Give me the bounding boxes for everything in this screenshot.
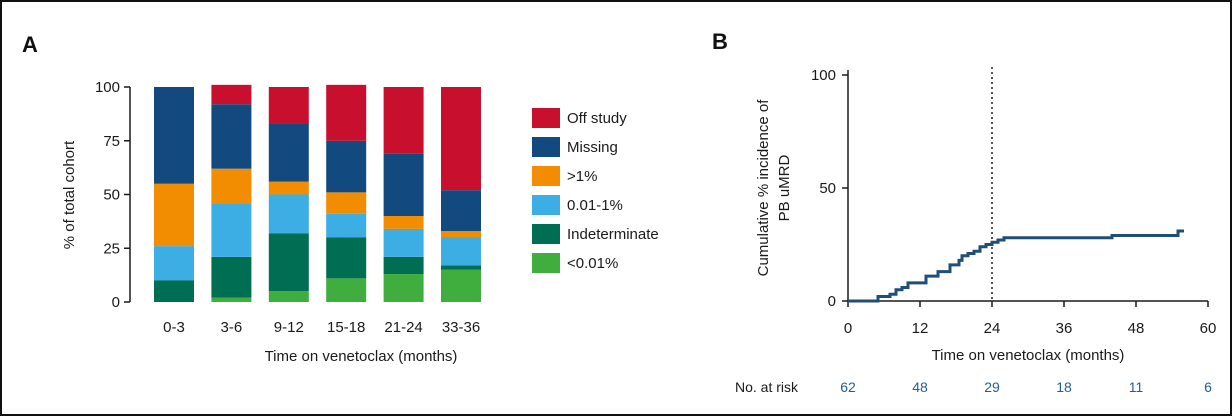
y-tick-label: 0 <box>828 293 836 310</box>
x-tick-label: 3-6 <box>221 319 243 336</box>
x-tick-label: 12 <box>912 320 929 337</box>
bar-stack-21-24 <box>383 87 424 302</box>
bar-segment <box>211 168 252 204</box>
bar-segment <box>211 203 252 257</box>
bar-segment <box>154 183 194 247</box>
bar-segment <box>326 213 367 238</box>
bar-segment <box>211 297 252 302</box>
legend-swatch <box>532 253 560 273</box>
panel-a-label: A <box>22 32 38 57</box>
legend-label: Missing <box>567 139 618 156</box>
at-risk-label: No. at risk <box>735 379 799 395</box>
bar-segment <box>211 84 252 105</box>
at-risk-value: 18 <box>1056 379 1072 395</box>
bar-segment <box>326 84 367 141</box>
y-tick-label: 50 <box>819 180 836 197</box>
bar-segment <box>383 228 424 257</box>
bar-segment <box>154 246 194 281</box>
x-axis-label: Time on venetoclax (months) <box>265 348 458 365</box>
legend: Off study Missing >1% 0.01-1% Indeterminate <… <box>532 108 659 273</box>
legend-label: 0.01-1% <box>567 197 623 214</box>
at-risk-values: 62 48 29 18 11 6 <box>840 379 1212 395</box>
legend-label: >1% <box>567 168 597 185</box>
bar-segment <box>211 256 252 298</box>
y-tick-label: 0 <box>112 294 120 311</box>
x-tick-label: 0-3 <box>163 319 185 336</box>
x-tick-label: 9-12 <box>274 319 304 336</box>
legend-swatch <box>532 137 560 157</box>
bar-segment <box>441 237 481 266</box>
bar-segment <box>268 123 309 182</box>
y-tick-label: 100 <box>811 67 836 84</box>
x-tick-label: 21-24 <box>384 319 422 336</box>
y-axis-label-line2: PB uMRD <box>776 154 793 221</box>
at-risk-value: 29 <box>984 379 1000 395</box>
bar-stack-33-36 <box>441 87 481 302</box>
panel-b-label: B <box>712 29 728 54</box>
x-tick-label: 24 <box>984 320 1001 337</box>
y-tick-label: 75 <box>103 133 120 150</box>
y-tick-label: 50 <box>103 187 120 204</box>
bar-segment <box>326 237 367 279</box>
bar-segment <box>154 280 194 302</box>
x-ticks: 0 12 24 36 48 60 <box>844 301 1217 337</box>
cumulative-incidence-chart: 0 50 100 0 12 24 36 48 60 Cumulative % incidenc… <box>735 67 1216 395</box>
bar-segment <box>383 153 424 216</box>
x-tick-label: 33-36 <box>442 319 480 336</box>
bar-segment <box>268 291 309 302</box>
bar-stack-3-6 <box>211 84 252 302</box>
at-risk-value: 62 <box>840 379 856 395</box>
bar-segment <box>268 87 309 124</box>
bar-segment <box>326 278 367 302</box>
bar-segment <box>441 265 481 270</box>
y-tick-label: 100 <box>95 79 120 96</box>
y-axis-label-line1: Cumulative % incidence of <box>755 99 772 277</box>
bar-segment <box>383 87 424 154</box>
y-tick-label: 25 <box>103 240 120 257</box>
bar-segment <box>211 104 252 169</box>
x-tick-label: 15-18 <box>327 319 365 336</box>
bar-segment <box>268 181 309 195</box>
at-risk-value: 11 <box>1129 379 1144 395</box>
x-axis-label: Time on venetoclax (months) <box>932 347 1125 364</box>
bar-segment <box>383 216 424 229</box>
bar-segment <box>326 140 367 193</box>
x-tick-label: 36 <box>1056 320 1073 337</box>
bar-stack-15-18 <box>326 84 367 302</box>
x-tick-label: 60 <box>1200 320 1217 337</box>
bar-segment <box>441 87 481 191</box>
bar-segment <box>326 192 367 214</box>
legend-label: Off study <box>567 110 627 127</box>
legend-label: Indeterminate <box>567 226 659 243</box>
legend-label: <0.01% <box>567 255 618 272</box>
bar-segment <box>154 87 194 184</box>
bar-segment <box>441 190 481 232</box>
legend-swatch <box>532 224 560 244</box>
bar-segment <box>383 274 424 302</box>
x-tick-label: 0 <box>844 320 852 337</box>
at-risk-value: 6 <box>1204 379 1212 395</box>
incidence-curve <box>848 229 1184 303</box>
legend-swatch <box>532 108 560 128</box>
y-axis-label: % of total cohort <box>61 140 78 249</box>
bar-segment <box>383 256 424 275</box>
bar-segment <box>441 231 481 238</box>
bar-stack-9-12 <box>268 87 309 302</box>
y-ticks: 0 25 50 75 100 <box>95 79 130 311</box>
x-tick-label: 48 <box>1128 320 1145 337</box>
bar-stack-0-3 <box>154 87 194 302</box>
bar-segment <box>441 269 481 302</box>
at-risk-value: 48 <box>912 379 928 395</box>
bar-segment <box>268 194 309 234</box>
bars <box>154 84 481 302</box>
stacked-bar-chart: 0 25 50 75 100 0-3 3-6 9-12 15-18 21-24 33-36 % o… <box>61 79 659 365</box>
y-ticks: 0 50 100 <box>811 67 848 310</box>
x-tick-labels: 0-3 3-6 9-12 15-18 21-24 33-36 <box>163 319 480 336</box>
legend-swatch <box>532 166 560 186</box>
legend-swatch <box>532 195 560 215</box>
bar-segment <box>268 233 309 292</box>
